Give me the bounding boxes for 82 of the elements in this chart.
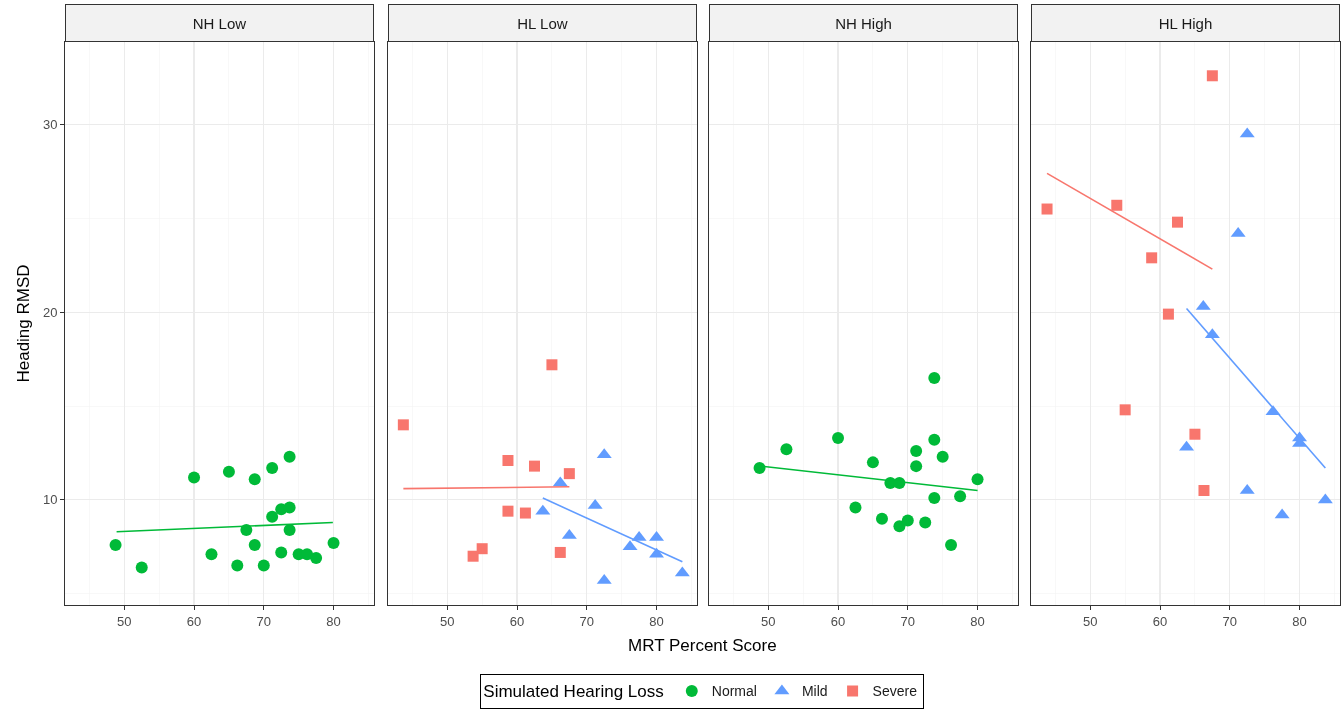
- point: [476, 543, 488, 555]
- point: [135, 561, 148, 574]
- point: [109, 538, 122, 551]
- x-tick-label: 80: [1292, 613, 1307, 629]
- point: [188, 471, 201, 484]
- point: [1162, 308, 1174, 320]
- point: [954, 490, 967, 503]
- point: [275, 546, 288, 559]
- point: [546, 359, 558, 371]
- point: [205, 548, 218, 561]
- x-tick-label: 60: [186, 613, 202, 629]
- point: [283, 450, 296, 463]
- x-tick-label: 60: [509, 613, 525, 629]
- point: [893, 520, 906, 533]
- point: [283, 501, 296, 514]
- point: [1041, 203, 1053, 215]
- y-tick-label: 20: [42, 304, 58, 320]
- chart-title: HL Low: [517, 14, 568, 32]
- y-tick-label: 10: [42, 492, 58, 508]
- x-tick-label: 60: [830, 613, 846, 629]
- point: [1189, 428, 1201, 440]
- point: [502, 455, 514, 466]
- point: [910, 460, 923, 473]
- point: [257, 559, 270, 572]
- point: [266, 510, 279, 523]
- point: [502, 505, 514, 517]
- legend-title: Simulated Hearing Loss: [483, 682, 664, 702]
- point: [928, 371, 941, 384]
- point: [1111, 199, 1123, 211]
- chart-title: HL High: [1158, 14, 1213, 32]
- point: [780, 443, 793, 456]
- x-tick-label: 70: [256, 613, 272, 629]
- point: [222, 465, 235, 478]
- point: [1198, 485, 1210, 497]
- point: [248, 473, 261, 486]
- point: [563, 468, 575, 480]
- point: [467, 550, 479, 562]
- y-axis-title: Heading RMSD: [14, 264, 34, 383]
- point: [528, 460, 540, 472]
- point: [1206, 70, 1218, 82]
- text: MRT Percent Score: [628, 636, 777, 655]
- legend-label: Normal: [711, 683, 757, 700]
- y-tick-label: 30: [42, 117, 58, 133]
- point: [849, 501, 862, 514]
- point: [231, 559, 244, 572]
- x-tick-label: 50: [117, 613, 132, 629]
- chart-title: NH Low: [192, 14, 247, 32]
- point: [310, 552, 323, 565]
- point: [901, 514, 914, 527]
- x-tick-label: 70: [900, 613, 916, 629]
- x-tick-label: 80: [970, 613, 985, 629]
- legend-label: Severe: [872, 683, 918, 700]
- chart-title: NH High: [835, 14, 892, 32]
- point: [248, 538, 261, 551]
- legend-label: Mild: [801, 683, 828, 700]
- x-tick-label: 50: [1083, 613, 1098, 629]
- x-tick-label: 80: [326, 613, 341, 629]
- point: [866, 456, 879, 469]
- point: [1146, 252, 1158, 264]
- point: [397, 419, 409, 431]
- point: [928, 433, 941, 446]
- point: [936, 450, 949, 463]
- x-tick-label: 60: [1152, 613, 1168, 629]
- point: [554, 546, 566, 558]
- point: [1171, 216, 1183, 228]
- point: [832, 431, 845, 444]
- point: [1119, 404, 1131, 416]
- point: [928, 492, 941, 505]
- point: [519, 507, 531, 519]
- x-tick-label: 50: [761, 613, 776, 629]
- point: [327, 537, 340, 550]
- x-tick-label: 50: [440, 613, 455, 629]
- point: [266, 462, 279, 474]
- point: [919, 516, 932, 529]
- point: [945, 538, 958, 551]
- x-tick-label: 70: [1222, 613, 1238, 629]
- point: [971, 473, 984, 486]
- point: [910, 445, 923, 458]
- x-tick-label: 70: [579, 613, 595, 629]
- point: [875, 512, 888, 525]
- x-tick-label: 80: [649, 613, 664, 629]
- point: [753, 462, 766, 474]
